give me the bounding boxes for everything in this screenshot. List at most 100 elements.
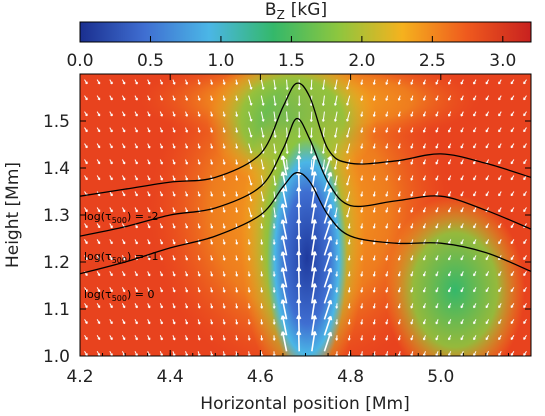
velocity-arrow-head: [485, 177, 489, 181]
velocity-arrow-head: [172, 289, 176, 293]
velocity-arrow-head: [385, 194, 389, 197]
velocity-arrow-head: [210, 289, 214, 293]
velocity-arrow-head: [333, 119, 337, 122]
velocity-arrow-head: [247, 226, 251, 229]
velocity-arrow-head: [280, 331, 286, 336]
velocity-arrow-head: [346, 198, 349, 202]
velocity-arrow-head: [222, 210, 226, 213]
velocity-arrow-head: [460, 209, 464, 213]
velocity-arrow-head: [372, 258, 376, 261]
velocity-arrow-head: [172, 82, 176, 85]
velocity-arrow-head: [297, 167, 301, 170]
velocity-arrow-head: [360, 82, 364, 85]
velocity-arrow-head: [498, 241, 501, 245]
velocity-arrow-head: [360, 146, 364, 149]
velocity-arrow-head: [185, 98, 189, 101]
velocity-arrow-head: [97, 129, 101, 133]
velocity-arrow-head: [147, 273, 151, 277]
x-tick-label: 4.4: [157, 367, 184, 387]
velocity-arrow-head: [160, 225, 163, 229]
velocity-arrow-head: [448, 337, 451, 341]
colorbar: [79, 21, 532, 43]
velocity-arrow: [322, 95, 325, 106]
velocity-arrow-head: [297, 151, 301, 154]
velocity-arrow-head: [185, 209, 189, 213]
velocity-arrow: [346, 159, 351, 170]
velocity-arrow-head: [185, 146, 189, 149]
velocity-arrow-head: [347, 274, 351, 277]
velocity-arrow-head: [97, 177, 101, 181]
velocity-arrow-head: [498, 161, 501, 165]
tau-contour-line: [80, 171, 531, 275]
velocity-arrow-head: [97, 193, 101, 197]
velocity-arrow-head: [185, 305, 189, 309]
velocity-arrow-head: [273, 87, 277, 90]
velocity-arrow-head: [335, 242, 339, 245]
velocity-arrow-head: [410, 305, 414, 309]
velocity-arrow-head: [372, 305, 376, 309]
velocity-arrow: [248, 111, 252, 122]
velocity-arrow-head: [122, 257, 126, 261]
velocity-arrow: [281, 171, 288, 192]
velocity-arrow-head: [85, 97, 88, 101]
velocity-arrow-head: [273, 135, 277, 138]
velocity-arrow-head: [97, 273, 101, 277]
velocity-arrow-head: [249, 86, 253, 90]
velocity-arrow-head: [222, 337, 226, 341]
velocity-arrow-head: [235, 178, 239, 181]
tau-contours: [80, 82, 531, 275]
velocity-arrow-head: [397, 98, 401, 101]
velocity-arrow-head: [311, 299, 317, 304]
velocity-arrow-head: [197, 305, 201, 309]
velocity-arrow: [281, 315, 288, 336]
velocity-arrow-head: [172, 145, 176, 149]
velocity-arrow: [334, 111, 338, 122]
velocity-arrow-head: [498, 305, 501, 309]
velocity-arrow-head: [260, 242, 264, 245]
velocity-arrow-head: [523, 97, 526, 101]
velocity-arrow-head: [160, 177, 163, 181]
velocity-arrow: [273, 95, 276, 106]
velocity-arrow-head: [410, 146, 414, 149]
velocity-arrow-head: [147, 81, 151, 85]
velocity-arrow-head: [385, 130, 389, 133]
velocity-arrow-head: [321, 151, 325, 154]
velocity-arrow-head: [97, 81, 101, 85]
velocity-arrow-head: [333, 199, 337, 202]
velocity-arrow-head: [327, 315, 333, 321]
velocity-arrow-head: [448, 81, 451, 85]
velocity-arrow-head: [85, 113, 88, 117]
velocity-arrow-head: [510, 321, 514, 325]
velocity-arrow-head: [410, 130, 414, 133]
tau-contour-line: [80, 117, 531, 237]
velocity-arrow-head: [422, 321, 426, 325]
velocity-arrow-head: [485, 241, 489, 245]
velocity-arrow-head: [235, 306, 239, 309]
velocity-arrow: [322, 127, 325, 138]
velocity-arrow-head: [97, 209, 101, 213]
velocity-arrow-head: [285, 103, 289, 106]
velocity-arrow-head: [222, 290, 226, 293]
velocity-arrow-head: [185, 177, 189, 181]
velocity-arrow-head: [135, 209, 138, 213]
velocity-arrow-head: [147, 337, 151, 341]
velocity-arrow-head: [460, 321, 464, 325]
velocity-arrow-head: [485, 129, 489, 133]
velocity-arrow-head: [422, 273, 426, 277]
velocity-arrow: [286, 95, 288, 106]
colorbar-tick-label: 1.0: [207, 51, 234, 71]
velocity-arrow-head: [160, 145, 163, 149]
velocity-arrow-head: [397, 273, 401, 277]
velocity-arrow-head: [435, 113, 439, 117]
velocity-arrow-head: [360, 178, 364, 181]
velocity-arrow-head: [197, 241, 201, 245]
velocity-arrow-head: [347, 306, 351, 309]
velocity-arrow: [281, 331, 288, 352]
velocity-arrow: [281, 251, 288, 272]
velocity-arrow-head: [335, 290, 339, 293]
velocity-arrow-head: [346, 134, 349, 138]
velocity-arrow-head: [360, 194, 364, 197]
velocity-arrow: [310, 79, 313, 90]
velocity-arrow-head: [247, 306, 251, 309]
velocity-arrow-head: [210, 194, 214, 197]
